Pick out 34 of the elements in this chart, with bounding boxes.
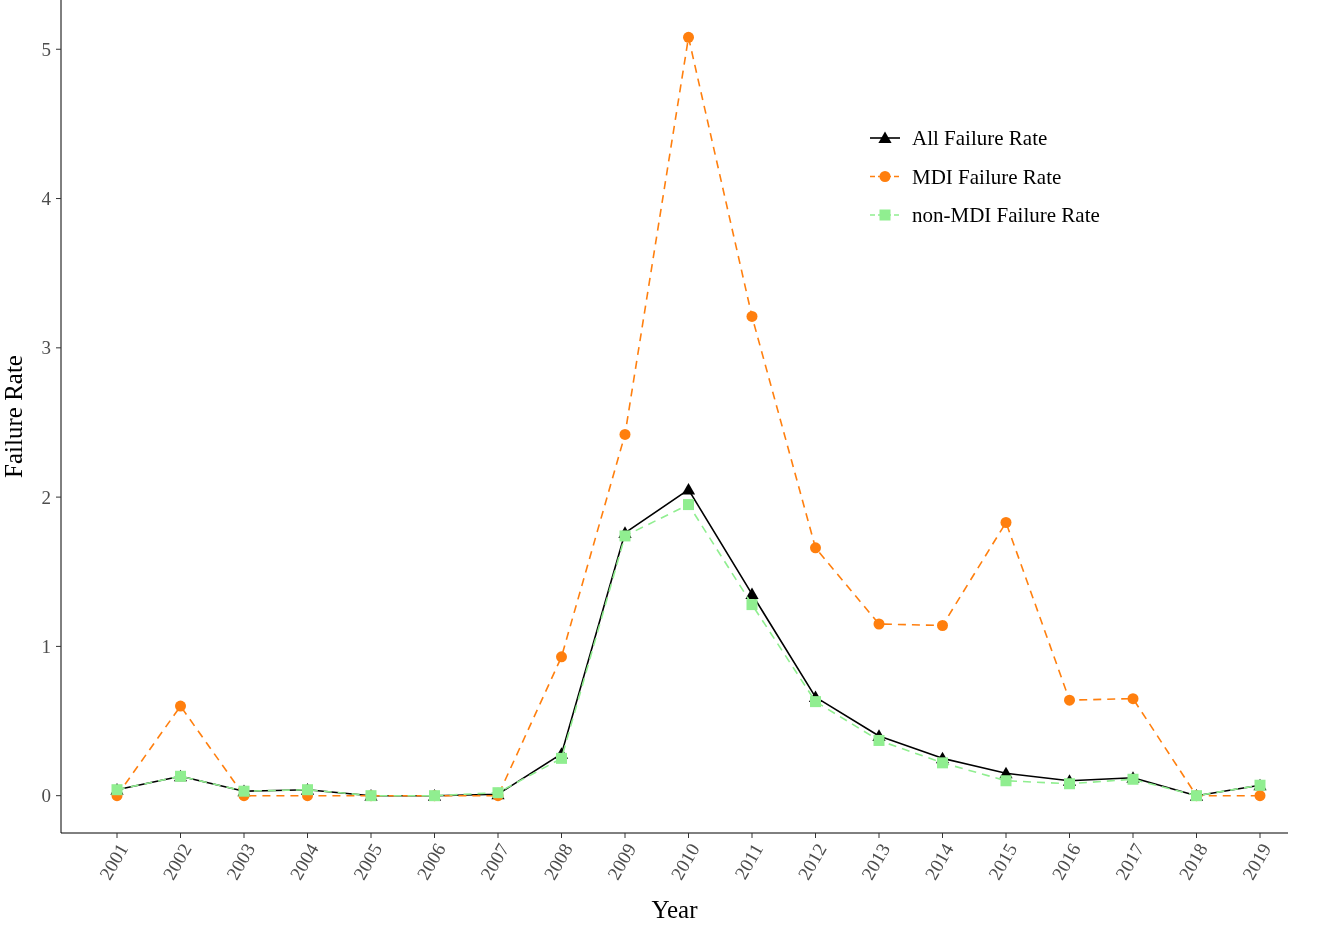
point	[619, 530, 631, 542]
point	[1127, 693, 1139, 705]
point	[745, 587, 759, 600]
point	[1254, 790, 1266, 802]
point	[746, 599, 758, 611]
y-axis-title: Failure Rate	[0, 355, 27, 478]
point	[556, 752, 567, 764]
y-tick-label: 1	[41, 636, 51, 658]
legend-label: non-MDI Failure Rate	[912, 203, 1100, 228]
point	[1000, 775, 1012, 787]
point	[746, 310, 758, 322]
point	[556, 651, 567, 663]
point	[175, 700, 186, 712]
x-axis-title: Year	[651, 896, 699, 923]
point	[1064, 694, 1075, 706]
y-tick-label: 2	[41, 486, 51, 508]
point	[1000, 516, 1012, 528]
y-tick-label: 5	[41, 38, 51, 60]
point	[1064, 778, 1075, 790]
legend-label: All Failure Rate	[912, 126, 1048, 151]
y-tick-label: 3	[41, 337, 51, 359]
point	[810, 696, 821, 708]
y-tick-label: 0	[41, 785, 51, 807]
point	[873, 734, 885, 746]
point	[810, 542, 821, 554]
legend-label: MDI Failure Rate	[912, 164, 1062, 189]
point	[619, 428, 631, 440]
point	[683, 31, 694, 43]
point	[873, 618, 885, 630]
point	[683, 499, 694, 511]
point	[937, 757, 948, 769]
y-tick-label: 4	[41, 188, 52, 210]
point	[937, 620, 948, 631]
point	[681, 483, 696, 495]
